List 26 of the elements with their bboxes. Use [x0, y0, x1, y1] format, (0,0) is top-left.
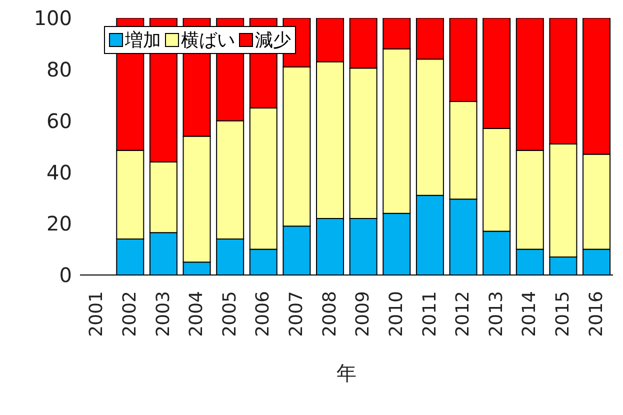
legend-label: 横ばい [180, 29, 235, 52]
x-tick-label: 2011 [419, 291, 440, 337]
x-tick-label: 2005 [219, 291, 240, 337]
x-axis-title: 年 [336, 361, 356, 385]
x-tick-label: 2013 [486, 291, 507, 337]
y-tick-label: 0 [59, 263, 72, 288]
x-tick-label: 2014 [519, 291, 540, 337]
x-tick-label: 2001 [86, 291, 108, 337]
y-tick-label: 100 [34, 6, 72, 30]
y-tick-label: 40 [46, 160, 72, 184]
y-tick-label: 60 [46, 108, 72, 133]
x-tick-label: 2016 [586, 291, 607, 337]
x-tick-label: 2006 [252, 291, 274, 337]
x-tick-label: 2003 [152, 291, 174, 337]
legend-label: 増加 [124, 29, 161, 52]
x-tick-label: 2008 [319, 291, 340, 337]
x-tick-label: 2010 [386, 291, 407, 337]
x-tick-label: 2004 [186, 291, 208, 337]
x-tick-label: 2015 [552, 291, 574, 337]
legend-label: 減少 [254, 29, 291, 52]
y-tick-label: 80 [46, 58, 72, 82]
x-tick-label: 2012 [452, 291, 474, 337]
x-tick-label: 2009 [352, 291, 374, 337]
x-tick-label: 2002 [119, 291, 140, 337]
x-tick-label: 2007 [286, 291, 308, 337]
y-tick-label: 20 [46, 212, 72, 236]
